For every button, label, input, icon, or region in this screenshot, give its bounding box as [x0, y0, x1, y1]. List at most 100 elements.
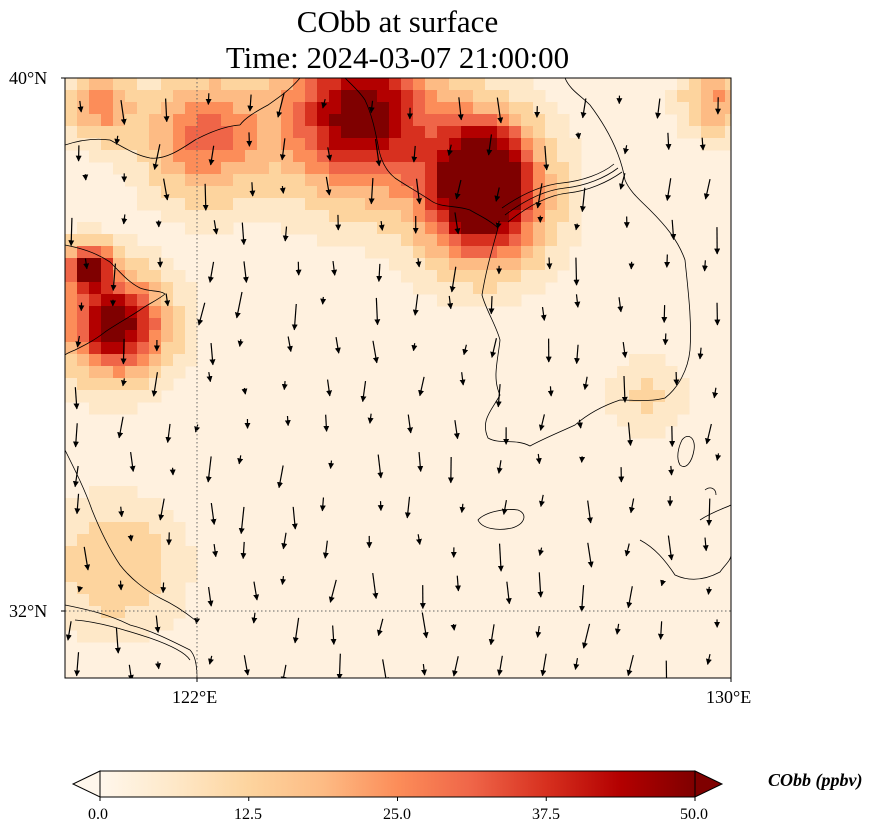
- field-cell: [149, 114, 162, 127]
- wind-arrow: [538, 414, 545, 431]
- wind-arrow: [280, 664, 287, 678]
- field-cell: [497, 90, 510, 103]
- field-cell: [77, 330, 90, 343]
- field-cell: [629, 426, 642, 439]
- wind-arrow: [668, 465, 675, 476]
- field-cell: [245, 198, 258, 211]
- field-cell: [233, 162, 246, 175]
- field-cell: [377, 150, 390, 163]
- field-cell: [293, 126, 306, 139]
- field-cell: [101, 510, 114, 523]
- field-cell: [89, 270, 102, 283]
- field-cell: [149, 546, 162, 559]
- wind-arrow: [208, 145, 215, 166]
- field-cell: [557, 174, 570, 187]
- field-cell: [65, 366, 78, 379]
- field-cell: [137, 354, 150, 367]
- wind-arrow: [163, 98, 170, 123]
- wind-arrow: [619, 173, 626, 190]
- field-cell: [365, 150, 378, 163]
- field-cell: [101, 270, 114, 283]
- field-cell: [113, 102, 126, 115]
- wind-arrow: [580, 98, 587, 119]
- field-cell: [485, 222, 498, 235]
- field-cell: [473, 162, 486, 175]
- field-cell: [521, 210, 534, 223]
- wind-arrow: [160, 582, 167, 594]
- wind-arrow: [127, 534, 134, 542]
- field-cell: [329, 102, 342, 115]
- wind-arrow: [208, 655, 214, 665]
- wind-arrow: [378, 221, 385, 231]
- field-cell: [245, 210, 258, 223]
- field-cell: [461, 270, 474, 283]
- field-cell: [221, 186, 234, 199]
- field-cell: [281, 222, 294, 235]
- field-cell: [389, 258, 402, 271]
- field-cell: [209, 102, 222, 115]
- field-cell: [149, 78, 162, 91]
- field-cell: [293, 102, 306, 115]
- field-cell: [713, 78, 726, 91]
- field-cell: [257, 162, 270, 175]
- wind-arrow: [247, 94, 254, 112]
- wind-arrow: [330, 625, 337, 645]
- field-cell: [197, 90, 210, 103]
- field-cell: [185, 126, 198, 139]
- field-cell: [389, 222, 402, 235]
- field-cell: [125, 378, 138, 391]
- field-cell: [113, 582, 126, 595]
- wind-arrow: [579, 187, 586, 213]
- field-cell: [449, 270, 462, 283]
- field-cell: [461, 150, 474, 163]
- wind-arrow: [212, 544, 219, 558]
- field-cell: [65, 306, 78, 319]
- field-cell: [461, 174, 474, 187]
- field-cell: [377, 138, 390, 151]
- field-cell: [293, 198, 306, 211]
- field-cell: [545, 102, 558, 115]
- field-cell: [89, 582, 102, 595]
- field-cell: [461, 114, 474, 127]
- cobb-concentration-field: [65, 78, 731, 643]
- colorbar-tick-12-5: 12.5: [234, 806, 262, 823]
- field-cell: [425, 270, 438, 283]
- field-cell: [89, 498, 102, 511]
- wind-arrow: [488, 624, 495, 646]
- field-cell: [197, 150, 210, 163]
- wind-arrow: [490, 338, 498, 358]
- field-cell: [449, 258, 462, 271]
- field-cell: [329, 210, 342, 223]
- field-cell: [377, 90, 390, 103]
- field-cell: [125, 234, 138, 247]
- field-cell: [89, 594, 102, 607]
- wind-arrow: [454, 179, 462, 200]
- field-cell: [113, 258, 126, 271]
- field-cell: [137, 78, 150, 91]
- field-cell: [281, 138, 294, 151]
- field-cell: [413, 138, 426, 151]
- wind-arrow: [110, 263, 117, 292]
- field-cell: [425, 258, 438, 271]
- field-cell: [701, 126, 714, 139]
- field-cell: [149, 246, 162, 259]
- field-cell: [569, 222, 582, 235]
- field-cell: [101, 78, 114, 91]
- field-cell: [533, 258, 546, 271]
- field-cell: [137, 198, 150, 211]
- field-cell: [233, 78, 246, 91]
- wind-arrow: [207, 261, 215, 283]
- wind-arrow: [411, 343, 418, 352]
- wind-arrow: [455, 575, 462, 592]
- field-cell: [665, 402, 678, 415]
- field-cell: [629, 354, 642, 367]
- field-cell: [125, 174, 138, 187]
- wind-arrow: [459, 503, 466, 514]
- field-cell: [77, 366, 90, 379]
- field-cell: [101, 102, 114, 115]
- field-cell: [161, 162, 174, 175]
- field-cell: [413, 282, 426, 295]
- wind-arrow: [660, 579, 666, 587]
- field-cell: [173, 318, 186, 331]
- field-cell: [137, 342, 150, 355]
